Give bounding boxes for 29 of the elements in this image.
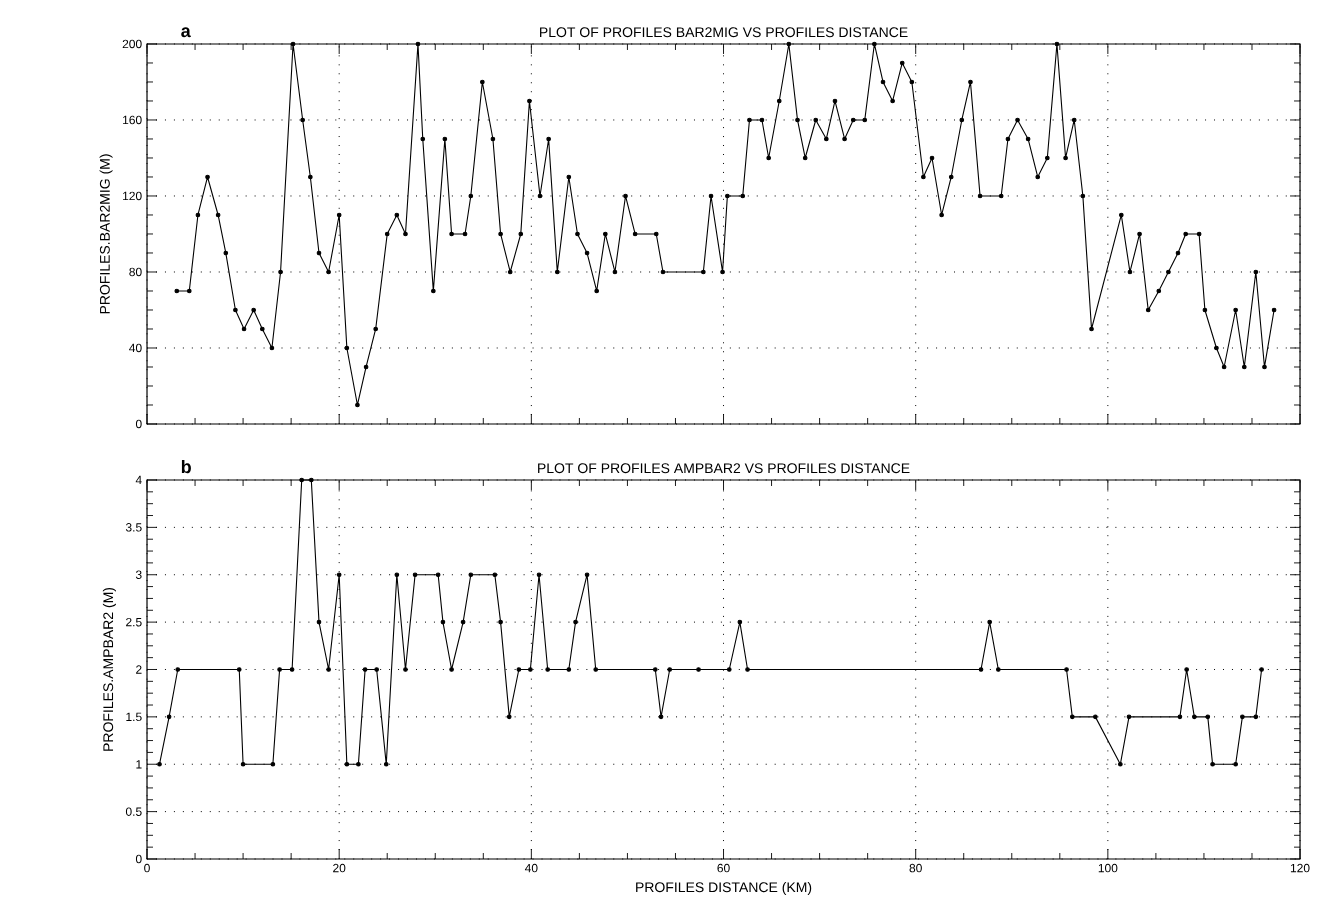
y-tick-label: 0 — [135, 854, 142, 864]
y-tick-label: 1.5 — [126, 712, 142, 722]
y-tick-label: 3 — [135, 570, 142, 579]
y-tick-label: 0.5 — [125, 807, 142, 816]
x-tick-label: 0 — [144, 863, 150, 873]
y-axis-title: PROFILES.AMPBAR2 (M) — [102, 587, 116, 751]
y-tick-label: 160 — [123, 115, 142, 125]
y-tick-label: 80 — [129, 267, 142, 277]
text: b — [181, 460, 191, 474]
y-axis-title: PROFILES.BAR2MIG (M) — [99, 154, 113, 314]
y-tick-label: 40 — [129, 343, 142, 353]
y-tick-label: 200 — [122, 39, 142, 49]
y-tick-label: 2.5 — [126, 617, 142, 627]
chart-title: PLOT OF PROFILES AMPBAR2 VS PROFILES DISTANCE — [538, 463, 910, 474]
y-tick-label: 3.5 — [125, 523, 142, 532]
text: a — [181, 27, 191, 38]
y-tick-label: 4 — [135, 475, 142, 485]
chart-title: PLOT OF PROFILES BAR2MIG VS PROFILES DISTANCE — [540, 27, 908, 38]
x-tick-label: 20 — [333, 863, 346, 873]
y-tick-label: 1 — [136, 760, 142, 769]
y-tick-label: 120 — [123, 191, 142, 201]
y-tick-label: 0 — [135, 419, 142, 429]
y-tick-label: 2 — [136, 665, 142, 674]
x-tick-label: 60 — [717, 863, 730, 873]
x-tick-label: 80 — [909, 863, 922, 873]
x-tick-label: 40 — [524, 863, 538, 873]
x-axis-title: PROFILES DISTANCE (KM) — [636, 881, 812, 895]
x-tick-label: 100 — [1098, 863, 1118, 873]
x-tick-label: 120 — [1290, 863, 1310, 873]
